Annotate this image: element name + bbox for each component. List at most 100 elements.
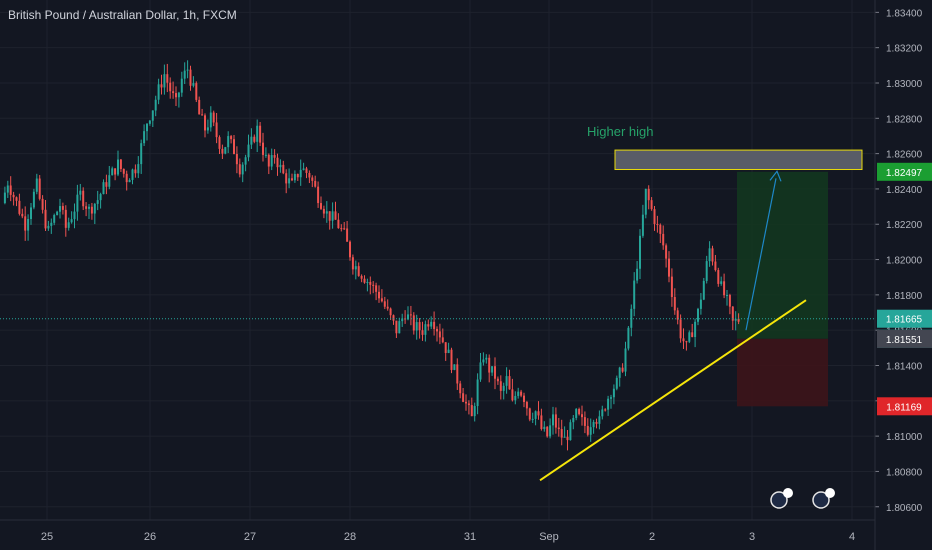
candle-body xyxy=(21,213,24,217)
candle-body xyxy=(595,421,598,424)
candle-body xyxy=(96,200,99,204)
candle-body xyxy=(337,219,340,229)
y-tick-label: 1.80600 xyxy=(886,503,923,514)
candle-body xyxy=(331,211,334,221)
candle-body xyxy=(412,315,415,331)
candle-body xyxy=(244,157,247,165)
candle-body xyxy=(523,395,525,402)
x-tick-label: 4 xyxy=(849,531,855,543)
candle-body xyxy=(717,270,720,284)
candle-body xyxy=(218,137,221,149)
candle-body xyxy=(320,203,322,209)
candle-body xyxy=(224,147,227,154)
candle-body xyxy=(505,376,508,386)
candle-body xyxy=(288,178,291,184)
y-tick-label: 1.82200 xyxy=(886,220,923,231)
candle-body xyxy=(299,169,302,178)
candle-body xyxy=(56,211,59,216)
candle-body xyxy=(369,281,372,285)
candle-body xyxy=(59,206,61,212)
candle-body xyxy=(134,169,137,174)
current-price-label-bg xyxy=(877,309,932,328)
candle-body xyxy=(682,338,685,342)
candle-body xyxy=(557,427,560,430)
candle-body xyxy=(270,155,273,167)
candle-body xyxy=(276,157,279,168)
candle-body xyxy=(125,173,128,183)
candle-body xyxy=(409,314,412,316)
candle-body xyxy=(160,84,163,88)
candle-body xyxy=(366,281,369,283)
candle-body xyxy=(61,206,64,210)
candle-body xyxy=(264,154,267,156)
y-tick-label: 1.82400 xyxy=(886,185,923,196)
candle-body xyxy=(108,175,111,187)
candle-body xyxy=(221,148,224,154)
y-tick-label: 1.81400 xyxy=(886,362,923,373)
candle-body xyxy=(343,228,346,230)
stop-loss-label-bg xyxy=(877,397,932,416)
candle-body xyxy=(24,216,27,231)
candle-body xyxy=(592,421,595,428)
candle-body xyxy=(581,414,583,418)
candle-body xyxy=(267,154,270,167)
candle-body xyxy=(360,275,363,279)
candle-body xyxy=(514,395,517,401)
candle-body xyxy=(496,378,499,382)
candle-body xyxy=(18,200,21,214)
candle-body xyxy=(131,169,134,180)
candle-body xyxy=(711,248,714,262)
candle-body xyxy=(233,139,235,154)
candle-body xyxy=(32,191,35,208)
candle-body xyxy=(656,224,659,226)
candle-body xyxy=(235,153,238,165)
candle-body xyxy=(256,125,259,142)
projection-arrowhead xyxy=(769,170,782,182)
candle-body xyxy=(250,136,253,145)
candle-body xyxy=(206,127,209,131)
y-tick-label: 1.80800 xyxy=(886,467,923,478)
candle-body xyxy=(76,194,79,212)
candle-body xyxy=(549,425,552,437)
candle-body xyxy=(534,411,537,419)
candle-body xyxy=(494,366,496,379)
candle-body xyxy=(650,200,653,210)
projection-arrow xyxy=(745,178,777,331)
x-tick-label: 26 xyxy=(144,531,156,543)
candle-body xyxy=(380,298,383,302)
candle-body xyxy=(192,83,195,86)
candle-body xyxy=(169,82,172,92)
candle-body xyxy=(186,69,189,71)
candle-body xyxy=(630,308,633,328)
candle-body xyxy=(311,177,314,181)
candle-body xyxy=(433,321,436,329)
candle-body xyxy=(708,248,711,262)
candle-body xyxy=(465,401,467,404)
entry-price-label-bg xyxy=(877,329,932,348)
candle-body xyxy=(607,398,610,410)
take-profit-label: 1.82497 xyxy=(886,168,923,179)
candle-body xyxy=(491,366,494,373)
candle-body xyxy=(172,91,175,94)
candle-body xyxy=(401,318,404,322)
economic-event-icon xyxy=(812,491,830,509)
loss-zone xyxy=(737,338,828,407)
candle-body xyxy=(720,281,723,284)
x-tick-label: 25 xyxy=(41,531,53,543)
candle-body xyxy=(485,357,488,360)
candle-body xyxy=(462,393,465,402)
candle-body xyxy=(436,328,438,332)
candle-body xyxy=(322,208,325,214)
candle-body xyxy=(154,99,157,111)
candle-body xyxy=(183,70,186,79)
candle-body xyxy=(546,426,549,437)
candle-body xyxy=(407,314,409,320)
drawings[interactable]: Higher high xyxy=(0,124,875,509)
candle-body xyxy=(119,159,122,170)
candle-body xyxy=(575,409,578,418)
candle-body xyxy=(531,418,534,420)
candle-body xyxy=(731,306,734,321)
candle-body xyxy=(537,411,540,416)
candle-body xyxy=(93,203,96,214)
